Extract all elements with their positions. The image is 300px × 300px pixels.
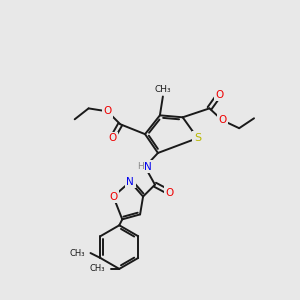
- Text: S: S: [194, 133, 201, 143]
- Text: O: O: [108, 133, 116, 143]
- Text: CH₃: CH₃: [90, 264, 105, 273]
- Text: O: O: [218, 115, 226, 125]
- Text: O: O: [108, 133, 116, 143]
- Text: N: N: [144, 162, 152, 172]
- Text: N: N: [126, 177, 134, 187]
- Text: O: O: [215, 89, 224, 100]
- Text: O: O: [103, 106, 112, 116]
- Text: CH₃: CH₃: [69, 248, 85, 257]
- Text: H: H: [137, 162, 143, 171]
- Text: O: O: [218, 115, 226, 125]
- Text: O: O: [166, 188, 174, 198]
- Text: O: O: [109, 192, 118, 202]
- Text: O: O: [103, 106, 112, 116]
- Text: O: O: [109, 192, 118, 202]
- Text: O: O: [215, 89, 224, 100]
- Text: CH₃: CH₃: [154, 85, 171, 94]
- Text: N: N: [126, 177, 134, 187]
- Text: H: H: [137, 162, 143, 171]
- Text: N: N: [144, 162, 152, 172]
- Text: O: O: [166, 188, 174, 198]
